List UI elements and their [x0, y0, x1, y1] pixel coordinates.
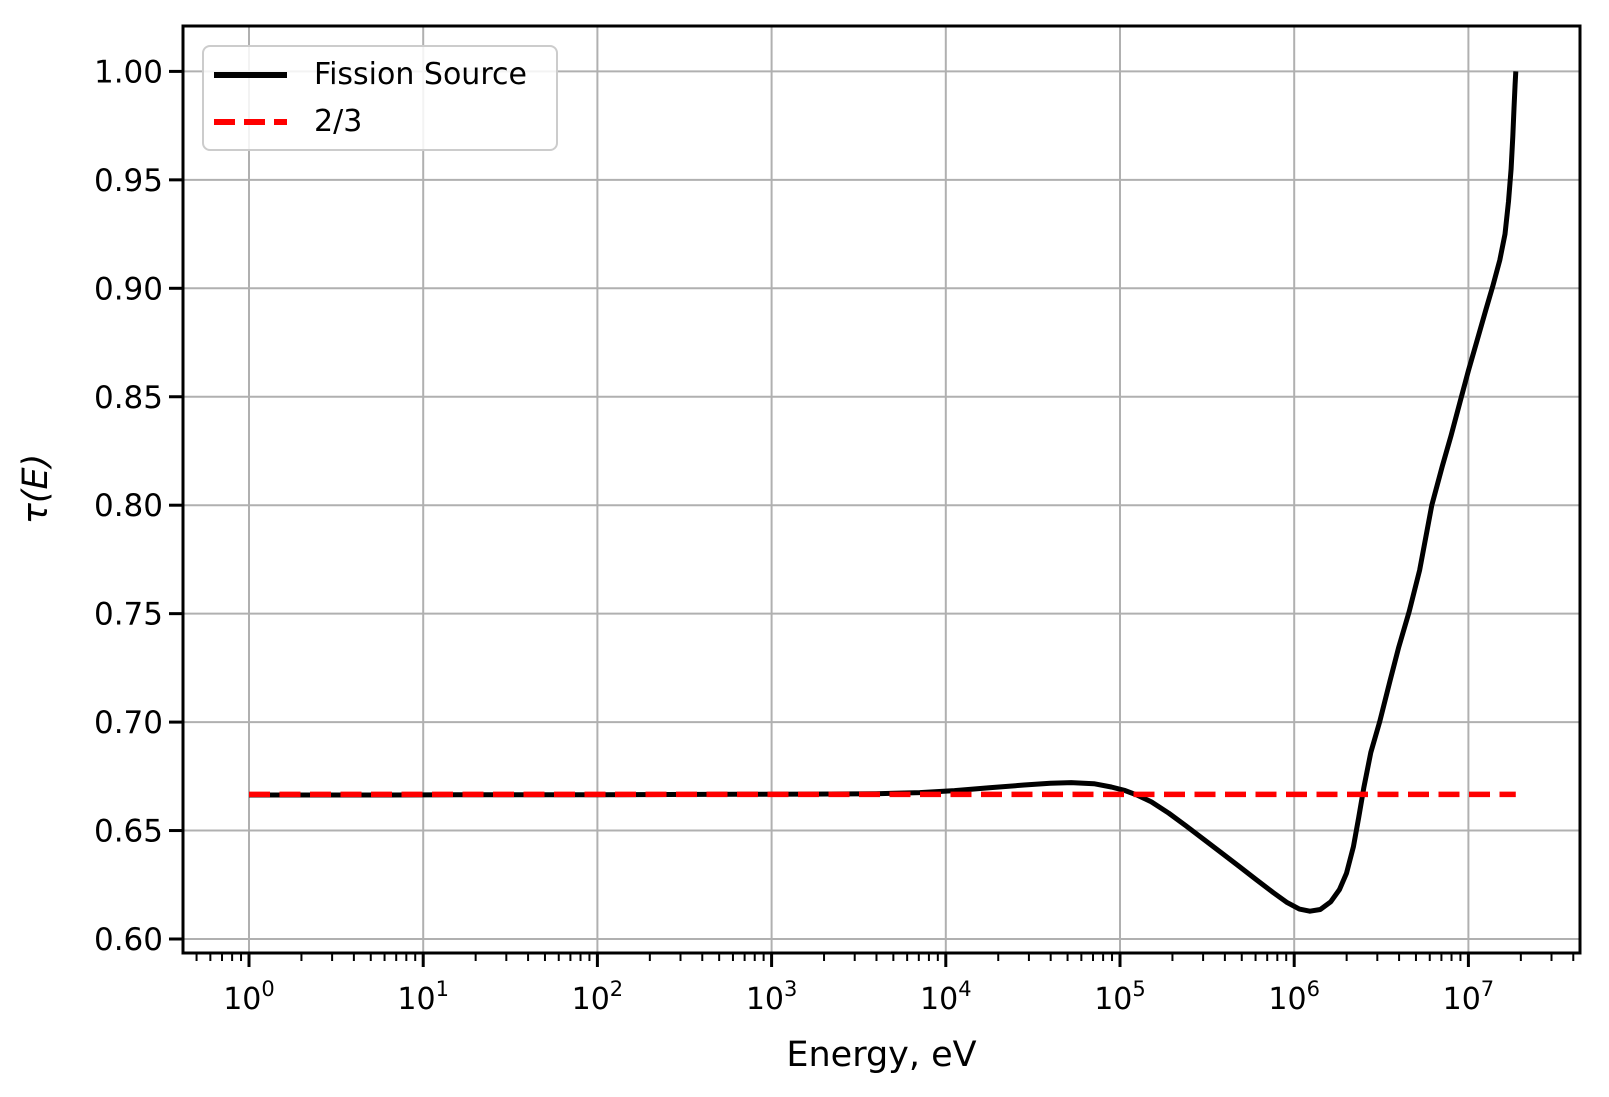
y-tick-label: 0.60 — [94, 922, 163, 958]
x-tick-label: 100 — [223, 977, 275, 1017]
x-tick-label: 105 — [1094, 977, 1146, 1017]
legend: Fission Source 2/3 — [202, 45, 558, 151]
fission-source-curve — [249, 71, 1519, 914]
x-tick-label: 102 — [572, 977, 624, 1017]
legend-entry-two-thirds: 2/3 — [214, 98, 544, 145]
y-tick-label: 0.90 — [94, 271, 163, 307]
fission-source-line-swatch — [214, 71, 287, 78]
y-tick-label: 0.65 — [94, 814, 163, 850]
x-tick-label: 101 — [397, 977, 449, 1017]
legend-label-fission-source: Fission Source — [314, 57, 527, 92]
y-tick-label: 1.00 — [94, 54, 163, 90]
plot-spines — [181, 24, 1582, 955]
x-tick-label: 107 — [1443, 977, 1495, 1017]
x-tick-label: 106 — [1268, 977, 1320, 1017]
x-tick-label: 104 — [920, 977, 972, 1017]
y-tick-label: 0.85 — [94, 380, 163, 416]
y-tick-label: 0.75 — [94, 597, 163, 633]
x-axis-label: Energy, eV — [786, 1035, 977, 1075]
y-tick-label: 0.80 — [94, 488, 163, 524]
y-tick-label: 0.95 — [94, 163, 163, 199]
legend-entry-fission-source: Fission Source — [214, 51, 544, 98]
y-axis-label: τ(E) — [16, 453, 56, 525]
x-tick-label: 103 — [746, 977, 798, 1017]
legend-label-two-thirds: 2/3 — [314, 104, 363, 139]
two-thirds-line-swatch — [214, 118, 287, 125]
y-tick-label: 0.70 — [94, 705, 163, 741]
